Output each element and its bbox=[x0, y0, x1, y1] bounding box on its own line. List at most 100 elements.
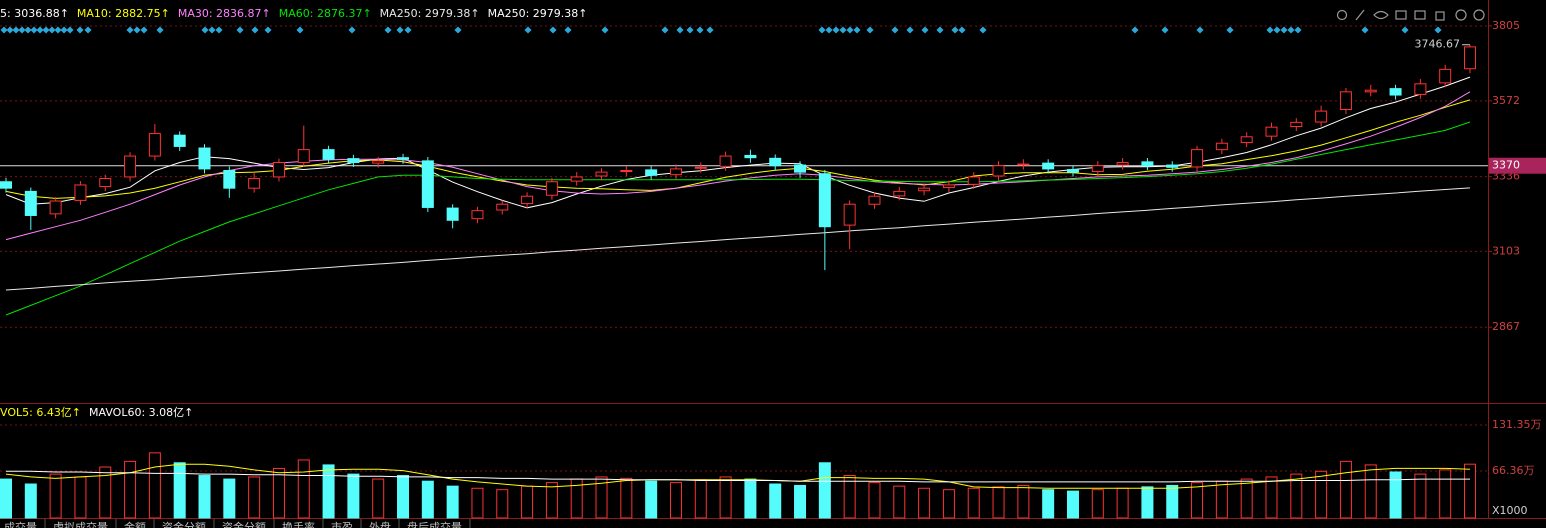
volume-bar bbox=[620, 477, 633, 519]
signal-marker bbox=[825, 26, 833, 34]
volume-bar bbox=[843, 475, 856, 519]
zoom-in[interactable] bbox=[1455, 9, 1467, 21]
volume-bar bbox=[1414, 473, 1427, 519]
signal-marker bbox=[706, 26, 714, 34]
tab-label[interactable]: 换手率 bbox=[282, 520, 315, 528]
candle-body bbox=[1339, 91, 1352, 111]
signal-marker bbox=[979, 26, 987, 34]
tool-icon[interactable] bbox=[1395, 10, 1407, 20]
signal-marker bbox=[676, 26, 684, 34]
legend-label: MA30: 2836.87↑ bbox=[178, 7, 271, 20]
volume-bar bbox=[272, 467, 285, 519]
candle-body bbox=[1091, 165, 1104, 172]
ma-line bbox=[5, 187, 1471, 291]
volume-bar bbox=[893, 485, 906, 519]
volume-bar bbox=[719, 476, 732, 519]
y-tick-label: 2867 bbox=[1492, 320, 1520, 333]
candle-body bbox=[570, 176, 583, 182]
tab-label[interactable]: 市盈 bbox=[331, 520, 353, 528]
candle-body bbox=[1215, 142, 1228, 151]
legend-label: MA10: 2882.75↑ bbox=[77, 7, 170, 20]
signal-marker bbox=[866, 26, 874, 34]
candle-body bbox=[1017, 163, 1030, 166]
toolbar bbox=[1336, 9, 1485, 21]
candle-body bbox=[1290, 121, 1303, 128]
tab-label[interactable]: 资金分额 bbox=[162, 520, 206, 528]
volume-bar bbox=[124, 460, 137, 519]
candle-body bbox=[1166, 164, 1179, 168]
candle-body bbox=[124, 155, 137, 178]
volume-bar bbox=[595, 476, 608, 519]
legend-label: MA250: 2979.38↑ bbox=[380, 7, 480, 20]
candle-body bbox=[471, 210, 484, 220]
volume-bar bbox=[1091, 489, 1104, 519]
candle-body bbox=[595, 171, 608, 177]
candle-body bbox=[1414, 83, 1427, 95]
volume-bar bbox=[223, 478, 236, 519]
signal-marker bbox=[296, 26, 304, 34]
candle-body bbox=[719, 155, 732, 167]
tool-icon[interactable] bbox=[1435, 11, 1445, 21]
signal-marker bbox=[0, 26, 8, 34]
volume-bar bbox=[347, 473, 360, 519]
volume-bar bbox=[942, 489, 955, 519]
volume-bar bbox=[173, 462, 186, 519]
candle-body bbox=[1265, 126, 1278, 137]
tab-label[interactable]: 虚拟成交量 bbox=[53, 520, 108, 528]
candle-body bbox=[446, 207, 459, 221]
tab-label[interactable]: 外盘 bbox=[369, 520, 391, 528]
candle-body bbox=[49, 200, 62, 215]
signal-marker bbox=[921, 26, 929, 34]
signal-marker bbox=[236, 26, 244, 34]
volume-legend-label: MAVOL60: 3.08亿↑ bbox=[89, 406, 193, 419]
volume-bar bbox=[297, 459, 310, 519]
tool-icon[interactable] bbox=[1355, 9, 1365, 21]
candle-body bbox=[496, 203, 509, 211]
volume-bar bbox=[372, 478, 385, 519]
candle-body bbox=[893, 190, 906, 197]
candle-body bbox=[645, 169, 658, 176]
signal-marker bbox=[384, 26, 392, 34]
volume-bar bbox=[868, 482, 881, 519]
ma-line bbox=[5, 99, 1471, 199]
signal-marker bbox=[348, 26, 356, 34]
volume-tick-label: 66.36万 bbox=[1492, 464, 1535, 477]
signal-marker bbox=[853, 26, 861, 34]
candle-body bbox=[868, 195, 881, 205]
tab-label[interactable]: 成交量 bbox=[4, 520, 37, 528]
signal-marker bbox=[133, 26, 141, 34]
candle-body bbox=[198, 147, 211, 170]
candle-body bbox=[297, 149, 310, 163]
candle-body bbox=[843, 203, 856, 226]
volume-bar bbox=[1290, 473, 1303, 519]
tab-label[interactable]: 资金分额 bbox=[222, 520, 266, 528]
tool-icon[interactable] bbox=[1373, 10, 1389, 20]
volume-bar bbox=[694, 479, 707, 519]
signal-marker bbox=[12, 26, 20, 34]
candle-body bbox=[248, 178, 261, 189]
tool-icon[interactable] bbox=[1414, 10, 1426, 20]
candle-body bbox=[0, 181, 12, 189]
candle-body bbox=[769, 157, 782, 167]
volume-bar bbox=[49, 473, 62, 519]
candle-body bbox=[372, 160, 385, 164]
signal-marker bbox=[906, 26, 914, 34]
signal-marker bbox=[140, 26, 148, 34]
signal-marker bbox=[454, 26, 462, 34]
candle-body bbox=[421, 160, 434, 208]
signal-marker bbox=[818, 26, 826, 34]
volume-bar bbox=[1141, 486, 1154, 519]
candle-body bbox=[347, 158, 360, 163]
candle-body bbox=[1116, 161, 1129, 166]
candle-body bbox=[223, 170, 236, 189]
tab-label[interactable]: 金额 bbox=[124, 520, 146, 528]
volume-bar bbox=[1215, 480, 1228, 519]
signal-marker bbox=[891, 26, 899, 34]
zoom-out[interactable] bbox=[1473, 9, 1485, 21]
tool-icon[interactable] bbox=[1336, 9, 1348, 21]
volume-bar bbox=[918, 487, 931, 519]
volume-bar bbox=[471, 487, 484, 519]
tab-label[interactable]: 盘后成交量 bbox=[407, 520, 462, 528]
signal-marker bbox=[18, 26, 26, 34]
signal-marker bbox=[264, 26, 272, 34]
